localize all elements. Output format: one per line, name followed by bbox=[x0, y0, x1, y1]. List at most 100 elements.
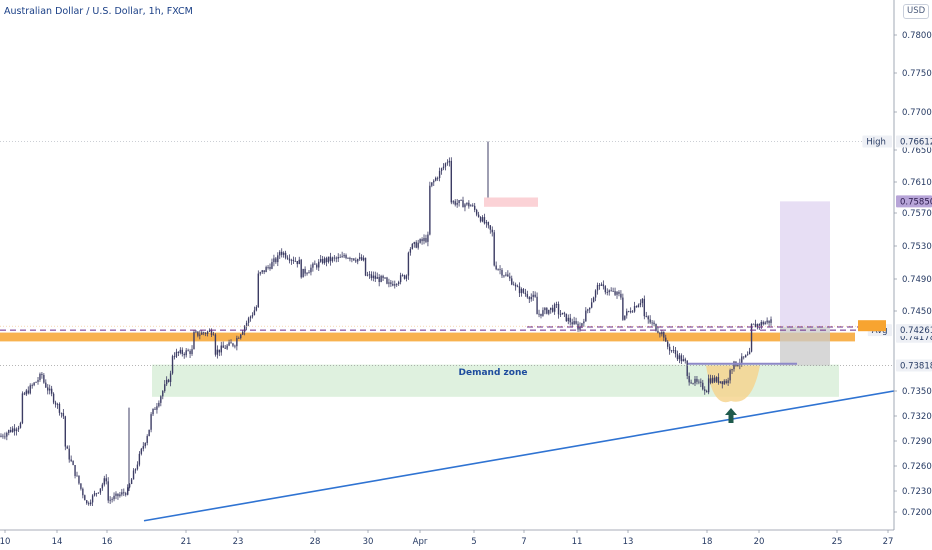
candle-body bbox=[698, 381, 700, 383]
candle-body bbox=[101, 484, 104, 489]
lines-layer: Demand zone bbox=[0, 141, 895, 522]
candle-body bbox=[598, 285, 601, 286]
candle-body bbox=[160, 396, 162, 403]
candle-body bbox=[253, 310, 256, 316]
x-tick-label: 18 bbox=[702, 537, 713, 547]
candle-body bbox=[296, 261, 298, 265]
candle-body bbox=[741, 356, 743, 363]
candle-body bbox=[150, 414, 152, 430]
candle-body bbox=[222, 345, 224, 348]
price-label-box bbox=[896, 324, 932, 337]
candle-body bbox=[460, 200, 462, 201]
candle-body bbox=[242, 331, 244, 335]
candle-body bbox=[107, 481, 109, 501]
candle-body bbox=[555, 304, 558, 305]
resistance-zone-band bbox=[0, 332, 855, 342]
candle-body bbox=[509, 276, 511, 279]
candle-body bbox=[148, 429, 150, 437]
candle-body bbox=[505, 274, 507, 276]
candle-body bbox=[427, 234, 429, 242]
candle-body bbox=[117, 493, 119, 497]
candle-body bbox=[423, 238, 425, 242]
zones-layer bbox=[0, 197, 855, 403]
candle-body bbox=[323, 258, 326, 264]
candle-body bbox=[210, 330, 213, 335]
candle-body bbox=[520, 289, 523, 294]
candle-body bbox=[522, 289, 525, 293]
candle-body bbox=[678, 355, 681, 360]
candle-body bbox=[433, 180, 435, 183]
candle-body bbox=[308, 272, 310, 274]
candle-body bbox=[729, 370, 731, 381]
candle-body bbox=[661, 332, 663, 335]
candle-body bbox=[528, 297, 530, 300]
candle-body bbox=[748, 351, 751, 355]
currency-button[interactable]: USD bbox=[903, 4, 930, 19]
candle-body bbox=[405, 275, 408, 279]
candle-body bbox=[569, 317, 571, 323]
candle-body bbox=[68, 448, 70, 460]
candle-body bbox=[60, 412, 63, 414]
candle-body bbox=[610, 290, 612, 292]
candle-body bbox=[758, 324, 761, 326]
candle-body bbox=[470, 205, 472, 207]
candle-body bbox=[269, 267, 271, 269]
candle-body bbox=[388, 282, 390, 284]
price-label-value: 0.73818 bbox=[900, 362, 932, 372]
candle-body bbox=[680, 355, 683, 362]
candle-body bbox=[571, 322, 573, 325]
candle-body bbox=[321, 259, 324, 264]
candle-body bbox=[27, 390, 29, 394]
candle-body bbox=[713, 377, 716, 382]
candle-body bbox=[23, 393, 26, 395]
candle-body bbox=[271, 262, 273, 269]
candle-body bbox=[333, 257, 336, 259]
candle-body bbox=[479, 217, 482, 222]
candle-body bbox=[618, 291, 620, 294]
candle-body bbox=[314, 263, 316, 265]
price-label-name-box bbox=[862, 135, 892, 148]
candle-body bbox=[561, 312, 564, 315]
candle-body bbox=[8, 429, 10, 433]
candle-body bbox=[345, 255, 347, 259]
price-label-value: 0.74261 bbox=[900, 326, 932, 336]
candle-body bbox=[462, 200, 464, 208]
candle-body bbox=[357, 258, 359, 262]
supply-box bbox=[484, 197, 538, 207]
candle-body bbox=[474, 205, 476, 210]
stop-box bbox=[780, 327, 830, 366]
candle-body bbox=[374, 275, 376, 279]
candle-body bbox=[335, 257, 337, 259]
candle-body bbox=[639, 303, 642, 305]
candle-body bbox=[754, 323, 757, 328]
candle-body bbox=[138, 453, 141, 465]
candle-body bbox=[768, 320, 770, 323]
candle-body bbox=[526, 294, 529, 298]
x-tick-label: 20 bbox=[754, 537, 765, 547]
candle-body bbox=[626, 311, 628, 316]
ascending-trendline bbox=[143, 390, 895, 522]
candle-body bbox=[536, 296, 538, 315]
candle-body bbox=[146, 436, 148, 443]
candle-body bbox=[442, 166, 445, 169]
candle-body bbox=[173, 356, 176, 358]
candle-body bbox=[234, 345, 236, 347]
x-tick-label: 16 bbox=[102, 537, 113, 547]
up-arrow-icon bbox=[725, 408, 737, 423]
candle-body bbox=[382, 276, 384, 279]
candle-body bbox=[165, 379, 168, 385]
x-tick-label: 30 bbox=[363, 537, 374, 547]
candle-body bbox=[292, 259, 295, 262]
candle-body bbox=[548, 309, 550, 314]
candle-body bbox=[214, 334, 217, 355]
candle-body bbox=[298, 259, 300, 265]
candle-body bbox=[99, 488, 102, 493]
price-label-box bbox=[896, 359, 932, 372]
candle-body bbox=[86, 500, 88, 504]
candle-body bbox=[575, 321, 577, 324]
candle-body bbox=[766, 320, 768, 323]
